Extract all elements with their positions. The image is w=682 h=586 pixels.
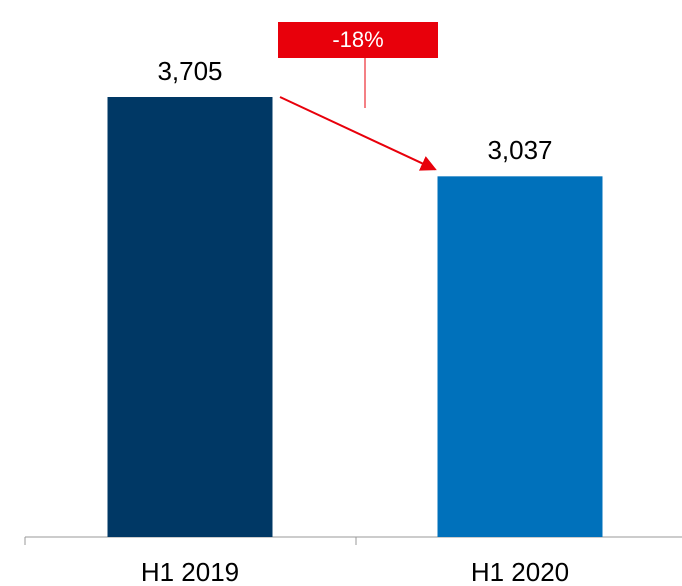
bar [437,176,603,537]
annotation-box [278,22,438,58]
x-tick-label: H1 2019 [141,557,239,586]
bar [107,97,273,537]
value-label: 3,037 [487,135,552,165]
change-arrow [279,96,437,171]
x-tick-label: H1 2020 [471,557,569,586]
value-label: 3,705 [157,56,222,86]
annotation: -18% [332,27,383,52]
